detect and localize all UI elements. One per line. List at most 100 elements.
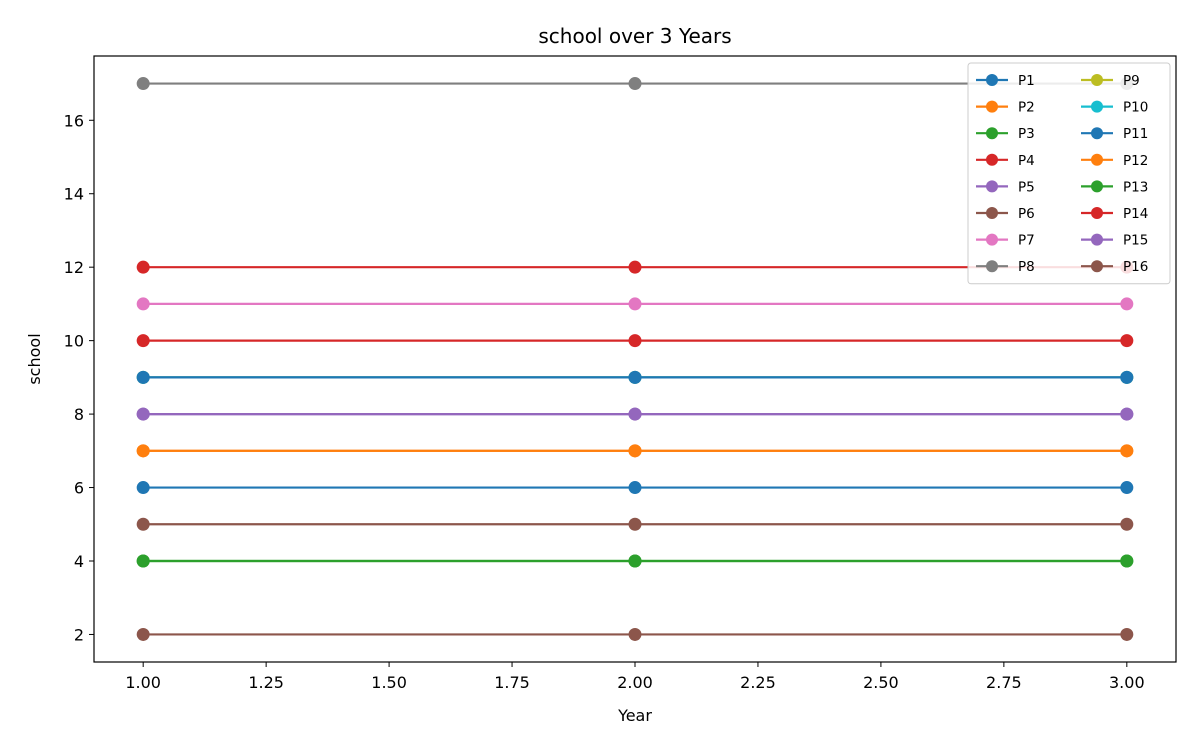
data-point bbox=[628, 77, 642, 91]
data-point bbox=[628, 407, 642, 421]
data-point bbox=[628, 444, 642, 458]
data-point bbox=[136, 554, 150, 568]
series-p13 bbox=[136, 554, 1134, 568]
data-point bbox=[136, 77, 150, 91]
legend-item: P6 bbox=[976, 206, 1035, 222]
series-layer bbox=[136, 77, 1134, 641]
x-tick-label: 3.00 bbox=[1109, 673, 1145, 692]
data-point bbox=[136, 481, 150, 495]
data-point bbox=[1120, 334, 1134, 348]
data-point bbox=[1120, 297, 1134, 311]
legend-item: P12 bbox=[1081, 153, 1148, 169]
data-point bbox=[136, 260, 150, 274]
legend-box bbox=[967, 62, 1171, 285]
legend-item: P14 bbox=[1081, 206, 1148, 222]
data-point bbox=[1120, 407, 1134, 421]
legend-label: P14 bbox=[1123, 206, 1148, 222]
legend: P1 P2 P3 P4 P5 P6 P7 P8 P9 P10 P11 P12 P13 P14 P15 P16 bbox=[967, 62, 1171, 285]
data-point bbox=[628, 517, 642, 531]
legend-item: P13 bbox=[1081, 179, 1148, 195]
legend-item: P15 bbox=[1081, 233, 1148, 249]
series-p11 bbox=[136, 370, 1134, 384]
data-point bbox=[136, 517, 150, 531]
legend-label: P9 bbox=[1123, 73, 1140, 89]
legend-marker bbox=[1091, 233, 1103, 246]
x-tick-label: 1.75 bbox=[494, 673, 530, 692]
legend-label: P8 bbox=[1018, 259, 1035, 275]
legend-marker bbox=[1091, 260, 1103, 273]
series-p7 bbox=[136, 297, 1134, 311]
series-p12 bbox=[136, 444, 1134, 458]
data-point bbox=[628, 627, 642, 641]
data-point bbox=[628, 334, 642, 348]
data-point bbox=[628, 554, 642, 568]
plot-area bbox=[93, 55, 1177, 663]
x-tick-label: 2.25 bbox=[740, 673, 776, 692]
legend-label: P16 bbox=[1123, 259, 1148, 275]
data-point bbox=[136, 297, 150, 311]
legend-label: P2 bbox=[1018, 100, 1035, 116]
legend-item: P9 bbox=[1081, 73, 1140, 89]
x-tick-label: 1.50 bbox=[371, 673, 407, 692]
legend-item: P7 bbox=[976, 233, 1035, 249]
x-axis: 1.00 1.25 1.50 1.75 2.00 2.25 2.50 2.75 3.00 bbox=[125, 662, 1145, 692]
legend-label: P10 bbox=[1123, 100, 1148, 116]
legend-item: P1 bbox=[976, 73, 1035, 89]
data-point bbox=[1120, 370, 1134, 384]
data-point bbox=[136, 444, 150, 458]
data-point bbox=[136, 370, 150, 384]
y-tick-label: 2 bbox=[74, 625, 84, 644]
legend-marker bbox=[986, 127, 998, 140]
data-point bbox=[1120, 481, 1134, 495]
legend-marker bbox=[986, 180, 998, 193]
data-point bbox=[136, 627, 150, 641]
legend-marker bbox=[1091, 207, 1103, 219]
legend-label: P11 bbox=[1123, 126, 1148, 142]
y-tick-label: 14 bbox=[64, 185, 84, 204]
legend-item: P5 bbox=[976, 179, 1035, 195]
legend-marker bbox=[986, 100, 998, 113]
legend-label: P1 bbox=[1018, 73, 1035, 89]
y-tick-label: 4 bbox=[74, 552, 84, 571]
data-point bbox=[1120, 554, 1134, 568]
series-p14 bbox=[136, 334, 1134, 348]
legend-marker bbox=[1091, 180, 1103, 193]
series-p15 bbox=[136, 407, 1134, 421]
legend-label: P7 bbox=[1018, 233, 1035, 249]
legend-label: P13 bbox=[1123, 179, 1148, 195]
series-p16 bbox=[136, 517, 1134, 531]
data-point bbox=[1120, 444, 1134, 458]
data-point bbox=[628, 370, 642, 384]
y-axis: 2 4 6 8 10 12 14 16 bbox=[64, 111, 94, 644]
data-point bbox=[628, 297, 642, 311]
series-p1 bbox=[136, 481, 1134, 495]
data-point bbox=[1120, 627, 1134, 641]
legend-label: P6 bbox=[1018, 206, 1035, 222]
legend-label: P3 bbox=[1018, 126, 1035, 142]
legend-item: P8 bbox=[976, 259, 1035, 275]
legend-item: P10 bbox=[1081, 100, 1148, 116]
data-point bbox=[628, 481, 642, 495]
data-point bbox=[628, 260, 642, 274]
data-point bbox=[136, 334, 150, 348]
legend-marker bbox=[1091, 100, 1103, 113]
legend-marker bbox=[986, 74, 998, 86]
x-tick-label: 1.25 bbox=[248, 673, 284, 692]
x-tick-label: 2.50 bbox=[863, 673, 899, 692]
y-tick-label: 10 bbox=[64, 332, 84, 351]
x-tick-label: 2.75 bbox=[986, 673, 1022, 692]
y-tick-label: 16 bbox=[64, 111, 84, 130]
series-p6 bbox=[136, 627, 1134, 641]
y-tick-label: 12 bbox=[64, 258, 84, 277]
data-point bbox=[136, 407, 150, 421]
legend-item: P16 bbox=[1081, 259, 1148, 275]
legend-marker bbox=[1091, 153, 1103, 166]
data-point bbox=[1120, 517, 1134, 531]
chart-title: school over 3 Years bbox=[538, 24, 731, 48]
legend-item: P3 bbox=[976, 126, 1035, 142]
legend-label: P5 bbox=[1018, 179, 1035, 195]
legend-label: P4 bbox=[1018, 153, 1035, 169]
x-tick-label: 2.00 bbox=[617, 673, 653, 692]
legend-label: P15 bbox=[1123, 233, 1148, 249]
